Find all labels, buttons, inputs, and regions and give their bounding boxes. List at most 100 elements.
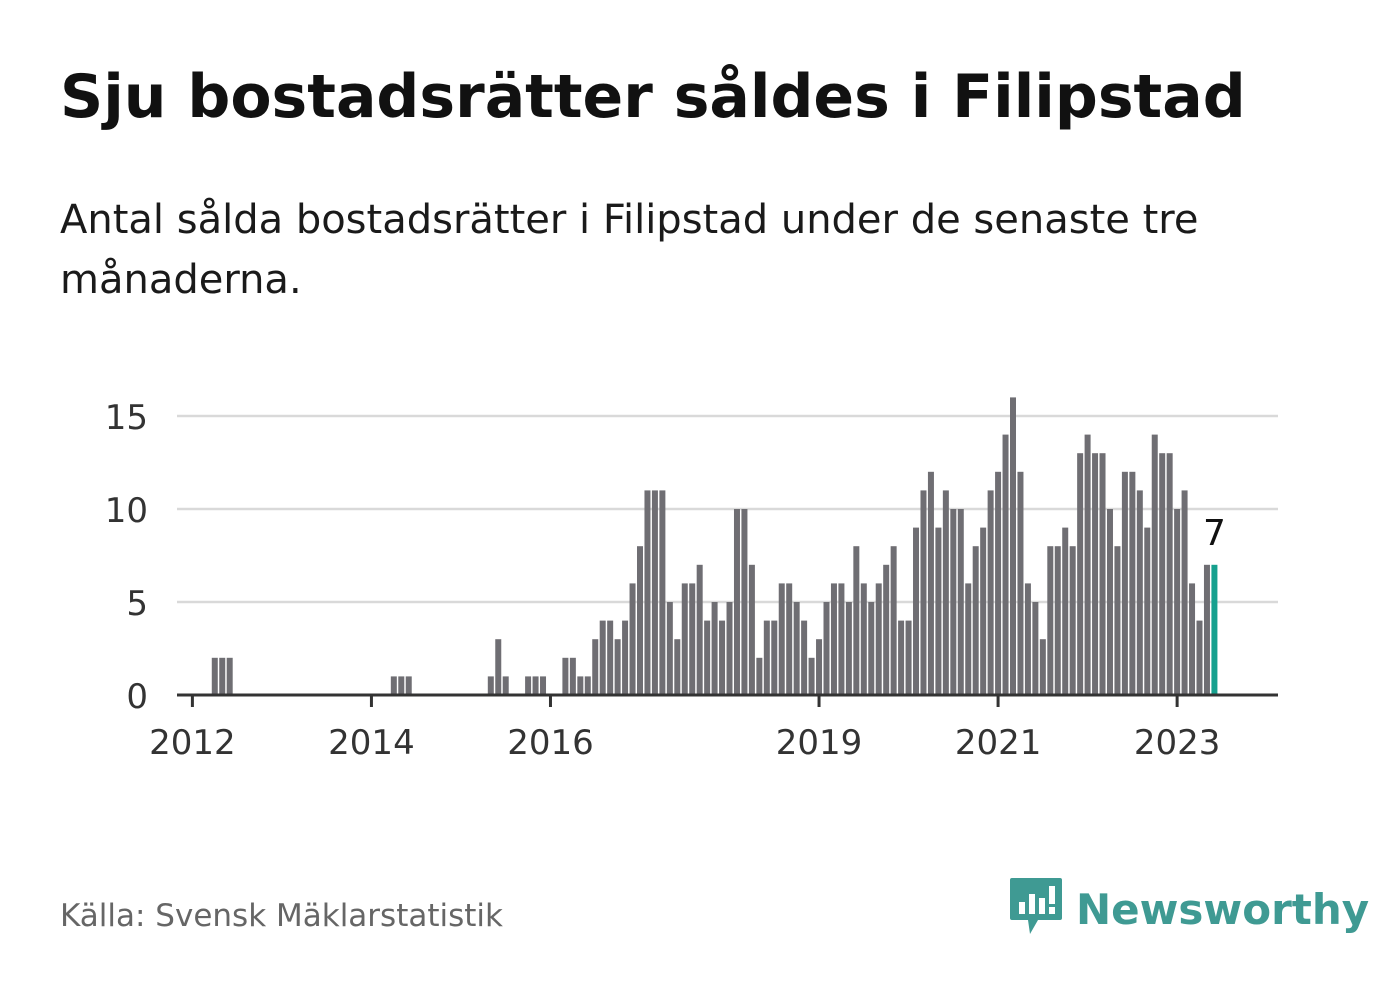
bar — [659, 490, 666, 695]
bar — [540, 676, 547, 695]
bar — [711, 602, 718, 695]
bar — [1136, 490, 1143, 695]
bar — [1002, 434, 1009, 695]
y-tick-label: 5 — [126, 584, 148, 624]
bar — [1069, 546, 1076, 695]
bar — [965, 583, 972, 695]
y-tick-label: 10 — [105, 491, 148, 531]
bar — [741, 509, 748, 695]
bar — [1062, 527, 1069, 695]
bar — [629, 583, 636, 695]
bar — [584, 676, 591, 695]
bar — [1106, 509, 1113, 695]
bar — [607, 620, 614, 695]
bar — [219, 657, 226, 695]
bar — [935, 527, 942, 695]
brand-logo[interactable]: Newsworthy — [1008, 876, 1369, 942]
bar — [898, 620, 905, 695]
bar — [1196, 620, 1203, 695]
bar — [771, 620, 778, 695]
bar — [637, 546, 643, 695]
bar — [1039, 639, 1046, 695]
bar — [592, 639, 599, 695]
bar-chart: 0 5 10 15 7 2012 2014 2016 2019 2021 2023 — [105, 397, 1278, 763]
x-tick-label: 2016 — [507, 723, 594, 763]
bar — [398, 676, 405, 695]
bar — [823, 602, 830, 695]
bar-highlight — [1211, 564, 1218, 695]
y-tick-label: 15 — [105, 398, 148, 438]
bar — [1077, 453, 1084, 695]
bar — [651, 490, 658, 695]
x-tick-label: 2012 — [149, 723, 236, 763]
bar — [577, 676, 584, 695]
bar — [1166, 453, 1173, 695]
bar — [980, 527, 987, 695]
bar — [390, 676, 397, 695]
bar — [674, 639, 681, 695]
x-tick-label: 2023 — [1134, 723, 1221, 763]
bar — [860, 583, 867, 695]
bar — [502, 676, 509, 695]
bar — [1114, 546, 1121, 695]
bar — [920, 490, 927, 695]
chart-title: Sju bostadsrätter såldes i Filipstad — [60, 62, 1246, 132]
bar — [569, 657, 576, 695]
bar — [1024, 583, 1031, 695]
bar — [1054, 546, 1061, 695]
bar — [883, 564, 890, 695]
bars — [211, 397, 1218, 695]
x-tick-label: 2014 — [328, 723, 415, 763]
bar — [763, 620, 770, 695]
bar — [689, 583, 696, 695]
brand-name: Newsworthy — [1076, 884, 1370, 934]
bar — [1129, 471, 1136, 695]
bar — [830, 583, 837, 695]
bar — [890, 546, 897, 695]
bar — [525, 676, 532, 695]
bar — [666, 602, 673, 695]
bar — [972, 546, 979, 695]
bar — [1099, 453, 1106, 695]
bar — [1017, 471, 1024, 695]
bar — [1084, 434, 1091, 695]
bar — [853, 546, 860, 695]
bar — [681, 583, 688, 695]
bar — [487, 676, 494, 695]
bar — [1092, 453, 1099, 695]
bar — [1203, 564, 1210, 695]
bar — [905, 620, 912, 695]
bar — [778, 583, 785, 695]
bar — [1032, 602, 1039, 695]
bar — [599, 620, 606, 695]
bar — [532, 676, 539, 695]
highlight-value-label: 7 — [1203, 513, 1226, 554]
chart-subtitle: Antal sålda bostadsrätter i Filipstad un… — [60, 197, 1199, 303]
bar — [704, 620, 711, 695]
tick-labels: 0 5 10 15 7 2012 2014 2016 2019 2021 2023 — [105, 398, 1226, 763]
bar — [1047, 546, 1054, 695]
bar — [1189, 583, 1196, 695]
bar — [801, 620, 808, 695]
bar — [614, 639, 621, 695]
source-note: Källa: Svensk Mäklarstatistik — [60, 898, 503, 934]
bar — [793, 602, 800, 695]
bar — [786, 583, 793, 695]
bar — [1174, 509, 1181, 695]
bar — [950, 509, 957, 695]
bar — [696, 564, 703, 695]
bar — [845, 602, 852, 695]
bar — [726, 602, 733, 695]
bar — [875, 583, 882, 695]
y-tick-label: 0 — [126, 677, 148, 717]
bar — [995, 471, 1002, 695]
bar — [942, 490, 949, 695]
bar — [733, 509, 740, 695]
bar — [226, 657, 233, 695]
bar — [719, 620, 726, 695]
x-tick-label: 2021 — [955, 723, 1042, 763]
bar — [495, 639, 502, 695]
bar — [405, 676, 412, 695]
bar — [816, 639, 823, 695]
bar — [1159, 453, 1166, 695]
